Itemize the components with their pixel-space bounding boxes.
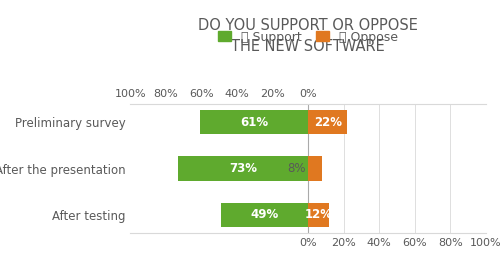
Text: 49%: 49% (250, 209, 279, 221)
Bar (178, 156, 308, 181)
Bar (308, 110, 347, 134)
Bar (308, 203, 330, 227)
Text: 12%: 12% (305, 209, 333, 221)
Legend: 👍 Support, 👎 Oppose: 👍 Support, 👎 Oppose (218, 30, 398, 44)
Text: 22%: 22% (314, 116, 342, 129)
Title: DO YOU SUPPORT OR OPPOSE
THE NEW SOFTWARE: DO YOU SUPPORT OR OPPOSE THE NEW SOFTWAR… (198, 18, 418, 54)
Bar (221, 203, 308, 227)
Text: 61%: 61% (240, 116, 268, 129)
Bar (308, 156, 322, 181)
Bar (199, 110, 308, 134)
Text: 8%: 8% (287, 162, 306, 175)
Text: 73%: 73% (229, 162, 257, 175)
